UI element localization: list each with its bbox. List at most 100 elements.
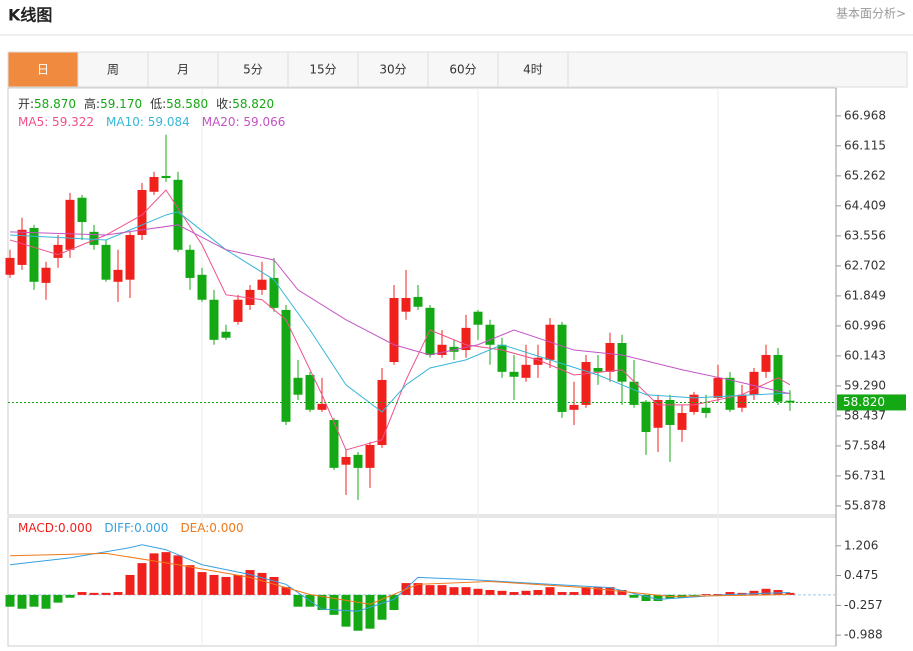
macd-bar <box>377 594 387 620</box>
candle-body <box>17 229 27 265</box>
candle-body <box>65 199 75 250</box>
macd-bar <box>689 594 699 596</box>
candle-body <box>641 401 651 432</box>
y-tick-label: 1.206 <box>844 538 878 552</box>
macd-bar <box>725 592 735 595</box>
y-tick-label: 57.584 <box>844 438 886 452</box>
candle-body <box>365 445 375 468</box>
tab-label[interactable]: 15分 <box>309 63 336 77</box>
page-title: K线图 <box>8 6 52 25</box>
candle-body <box>209 299 219 340</box>
y-tick-label: 61.849 <box>844 288 886 302</box>
last-price-tag <box>837 394 906 411</box>
fundamental-link[interactable]: 基本面分析> <box>836 7 906 21</box>
y-tick-label: 66.968 <box>844 108 886 122</box>
candle-body <box>245 289 255 306</box>
macd-bar <box>485 590 495 595</box>
tab-label[interactable]: 30分 <box>379 63 406 77</box>
macd-bar <box>425 585 435 595</box>
macd-bar <box>5 594 15 607</box>
y-tick-label: -0.257 <box>844 598 883 612</box>
candle-body <box>461 327 471 351</box>
y-tick-label: 66.115 <box>844 138 886 152</box>
candle-body <box>5 257 15 275</box>
candle-body <box>701 407 711 413</box>
macd-bar <box>641 594 651 602</box>
macd-bar <box>749 590 759 595</box>
y-tick-label: -0.988 <box>844 628 883 642</box>
candle-body <box>785 400 795 403</box>
tab-label[interactable]: 日 <box>37 63 49 77</box>
macd-bar <box>617 590 627 595</box>
macd-bar <box>509 592 519 595</box>
macd-bar <box>605 587 615 595</box>
macd-bar <box>281 587 291 595</box>
info-label: 收: <box>216 97 232 111</box>
tab-label[interactable]: 60分 <box>449 63 476 77</box>
candle-body <box>53 244 63 258</box>
candle-body <box>689 394 699 412</box>
tab-label[interactable]: 月 <box>177 63 189 77</box>
macd-bar <box>353 594 363 631</box>
macd-bar <box>293 594 303 607</box>
legend-entry: MA20: 59.066 <box>202 115 286 129</box>
candle-body <box>257 279 267 290</box>
macd-bar <box>257 572 267 595</box>
macd-bar <box>413 583 423 595</box>
candle-body <box>89 231 99 245</box>
macd-bar <box>761 588 771 595</box>
candle-body <box>233 299 243 322</box>
last-price-label: 58.820 <box>843 395 885 409</box>
y-tick-label: 55.878 <box>844 498 886 512</box>
y-tick-label: 62.702 <box>844 258 886 272</box>
macd-bar <box>173 555 183 595</box>
candle-body <box>329 420 339 468</box>
candle-body <box>401 297 411 312</box>
candle-body <box>725 377 735 410</box>
candle-body <box>293 377 303 395</box>
macd-bar <box>245 570 255 595</box>
macd-legend: MACD:0.000 DIFF:0.000 DEA:0.000 <box>18 521 244 535</box>
tab-label[interactable]: 周 <box>107 63 119 77</box>
info-label: 开: <box>18 97 34 111</box>
ma-legend: MA5: 59.322 MA10: 59.084 MA20: 59.066 <box>18 115 285 129</box>
macd-bar <box>785 592 795 595</box>
y-tick-label: 56.731 <box>844 468 886 482</box>
candle-body <box>41 267 51 283</box>
tab[interactable] <box>497 51 569 88</box>
candle-body <box>269 277 279 308</box>
macd-bar <box>449 587 459 595</box>
candle-body <box>305 375 315 410</box>
legend-entry: DEA:0.000 <box>180 521 243 535</box>
candle-body <box>617 343 627 382</box>
macd-bar <box>557 592 567 595</box>
candle-body <box>149 176 159 192</box>
macd-bar <box>701 594 711 595</box>
tab[interactable] <box>77 51 149 88</box>
info-value: 58.580 <box>166 97 208 111</box>
macd-bar <box>521 590 531 595</box>
macd-bar <box>65 594 75 598</box>
info-value: 58.820 <box>232 97 274 111</box>
y-tick-label: 65.262 <box>844 168 886 182</box>
candle-body <box>629 381 639 405</box>
macd-bar <box>53 594 63 603</box>
tab-label[interactable]: 5分 <box>243 63 263 77</box>
macd-bar <box>653 594 663 602</box>
ohlc-info: 开:58.870 高:59.170 低:58.580 收:58.820 <box>18 96 274 111</box>
tab-label[interactable]: 4时 <box>523 63 543 77</box>
candle-body <box>605 343 615 372</box>
candle-body <box>113 269 123 282</box>
candle-body <box>173 179 183 250</box>
candle-body <box>353 454 363 468</box>
macd-bar <box>41 594 51 609</box>
macd-bar <box>317 594 327 610</box>
tab[interactable] <box>287 51 359 88</box>
macd-bar <box>533 590 543 595</box>
indicator-line <box>9 544 791 612</box>
macd-bar <box>629 594 639 598</box>
tab[interactable] <box>7 51 79 88</box>
legend-entry: MA10: 59.084 <box>106 115 190 129</box>
macd-bar <box>113 592 123 595</box>
